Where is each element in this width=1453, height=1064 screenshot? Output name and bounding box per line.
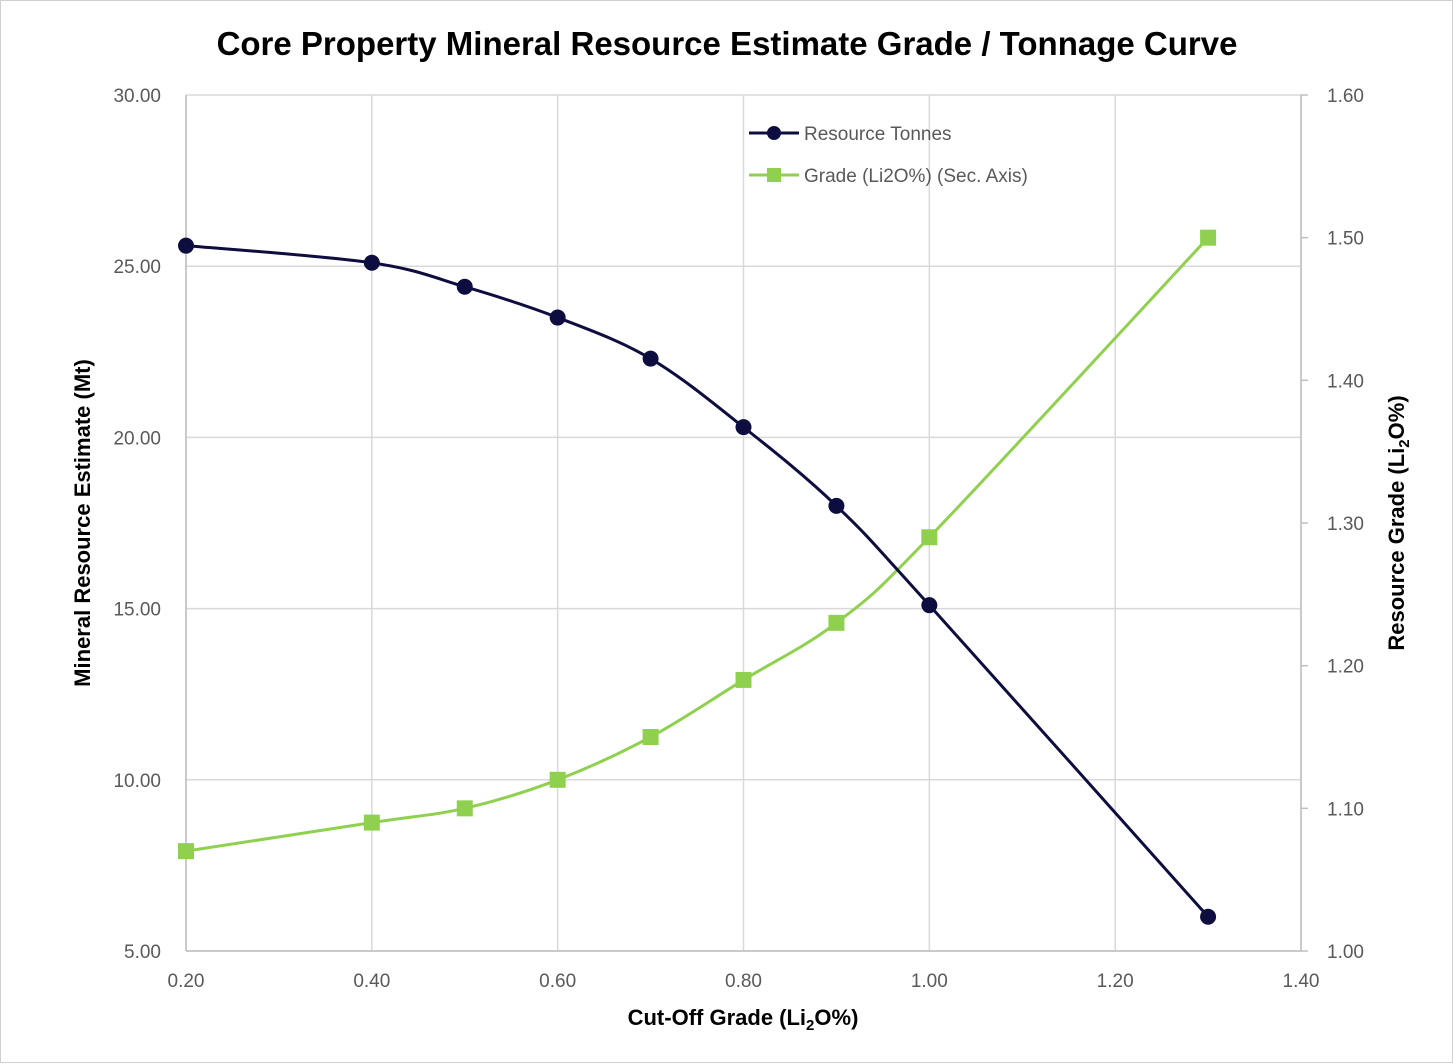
legend-marker-tonnes [767, 126, 781, 140]
point-tonnes [921, 597, 938, 614]
chart-title: Core Property Mineral Resource Estimate … [217, 25, 1238, 62]
x-tick-label: 1.20 [1097, 971, 1134, 992]
series-layer [178, 229, 1217, 925]
y2-tick-label: 1.40 [1327, 371, 1364, 392]
y-tick-label: 15.00 [113, 600, 161, 621]
point-tonnes [178, 237, 194, 254]
y2-tick-label: 1.30 [1327, 514, 1364, 535]
point-tonnes [549, 309, 566, 326]
point-grade [735, 671, 752, 688]
y-tick-label: 5.00 [124, 942, 161, 963]
series-line-grade [185, 236, 1210, 853]
point-grade [456, 800, 473, 817]
y2-tick-label: 1.20 [1327, 657, 1364, 678]
legend: Resource Tonnes Grade (Li2O%) (Sec. Axis… [749, 124, 1028, 187]
point-tonnes [642, 350, 659, 367]
x-tick-label: 1.00 [911, 971, 948, 992]
point-grade [363, 814, 380, 831]
tick-labels: 5.00 10.00 15.00 20.00 25.00 30.00 0.20 0.40 0.6… [113, 86, 1364, 992]
gridlines [185, 94, 1308, 952]
y2-tick-label: 1.50 [1327, 229, 1364, 250]
point-tonnes [735, 419, 752, 436]
y-tick-label: 10.00 [113, 771, 161, 792]
x-tick-label: 0.20 [168, 971, 205, 992]
x-axis-title: Cut-Off Grade (Li2O%) [628, 1005, 859, 1034]
point-tonnes [363, 254, 380, 271]
point-grade [642, 729, 659, 745]
series-line-tonnes [185, 244, 1210, 918]
y2-tick-label: 1.10 [1327, 799, 1364, 820]
legend-label-tonnes: Resource Tonnes [804, 124, 952, 145]
y2-tick-label: 1.60 [1327, 86, 1364, 107]
x-tick-label: 0.60 [539, 971, 576, 992]
point-grade [828, 614, 845, 631]
point-tonnes [456, 278, 473, 295]
legend-label-grade: Grade (Li2O%) (Sec. Axis) [804, 166, 1028, 187]
y-tick-label: 25.00 [113, 257, 161, 278]
y2-tick-label: 1.00 [1327, 942, 1364, 963]
x-tick-label: 0.40 [353, 971, 390, 992]
y-tick-label: 20.00 [113, 428, 161, 449]
legend-marker-grade [767, 168, 781, 182]
x-tick-label: 1.40 [1283, 971, 1320, 992]
x-tick-label: 0.80 [725, 971, 762, 992]
y2-axis-title: Resource Grade (Li2O%) [1384, 395, 1413, 650]
y-tick-label: 30.00 [113, 86, 161, 107]
point-grade [1200, 229, 1217, 246]
point-grade [549, 771, 566, 788]
point-tonnes [1200, 908, 1217, 925]
point-tonnes [828, 497, 845, 514]
y-axis-title: Mineral Resource Estimate (Mt) [70, 359, 95, 687]
point-grade [178, 843, 194, 860]
point-grade [921, 529, 938, 546]
